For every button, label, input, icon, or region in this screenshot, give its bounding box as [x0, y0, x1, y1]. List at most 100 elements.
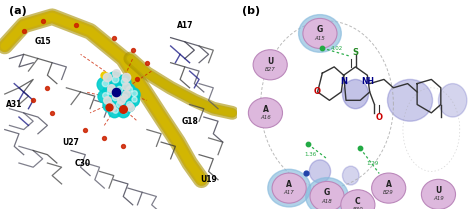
Point: [48, 111, 56, 115]
Circle shape: [421, 179, 456, 209]
Text: A16: A16: [260, 115, 271, 120]
Text: G: G: [324, 188, 330, 197]
Text: A: A: [263, 104, 268, 114]
Circle shape: [341, 190, 375, 209]
Text: N: N: [340, 77, 347, 86]
Point: [110, 36, 118, 39]
Point: [122, 92, 129, 96]
Text: G18: G18: [181, 117, 198, 126]
Point: [302, 172, 310, 175]
Point: [111, 108, 118, 112]
Point: [100, 74, 108, 77]
Point: [20, 30, 27, 33]
Point: [105, 105, 113, 108]
Point: [119, 80, 127, 83]
Point: [120, 108, 128, 112]
Point: [134, 78, 141, 81]
Point: [111, 96, 118, 99]
Point: [44, 86, 51, 89]
Ellipse shape: [342, 166, 359, 185]
Point: [105, 103, 113, 106]
Text: A31: A31: [6, 100, 22, 109]
Point: [119, 109, 127, 112]
Point: [124, 88, 132, 92]
Point: [119, 145, 127, 148]
Text: A: A: [386, 180, 392, 189]
Point: [356, 147, 364, 150]
Text: U19: U19: [200, 175, 217, 184]
Text: U: U: [435, 186, 442, 195]
Point: [117, 99, 125, 102]
Text: O: O: [376, 112, 383, 122]
Point: [108, 86, 115, 89]
Point: [122, 76, 129, 79]
Point: [122, 84, 129, 87]
Point: [112, 92, 120, 96]
Circle shape: [310, 181, 344, 209]
Point: [112, 90, 120, 94]
Point: [101, 81, 109, 84]
Point: [115, 103, 122, 106]
Text: S: S: [353, 48, 358, 57]
Point: [29, 99, 37, 102]
Circle shape: [372, 173, 406, 203]
Point: [103, 99, 110, 102]
Text: A19: A19: [433, 196, 444, 201]
Point: [129, 92, 137, 96]
Point: [129, 48, 137, 52]
Point: [39, 19, 46, 23]
Point: [125, 102, 133, 105]
Text: B29: B29: [383, 190, 394, 195]
Text: B27: B27: [265, 67, 275, 72]
Point: [100, 82, 108, 85]
Text: U: U: [267, 56, 273, 66]
Point: [106, 102, 114, 105]
Text: C: C: [355, 196, 361, 206]
Point: [111, 77, 118, 80]
Point: [119, 107, 127, 110]
Ellipse shape: [387, 79, 432, 121]
Text: 1.36: 1.36: [304, 152, 317, 157]
Text: A18: A18: [322, 199, 332, 204]
Text: B30: B30: [353, 207, 363, 209]
Point: [106, 89, 114, 93]
Text: A15: A15: [315, 36, 325, 41]
Point: [116, 87, 123, 91]
Point: [143, 61, 151, 64]
Point: [304, 143, 312, 146]
Point: [120, 96, 128, 99]
Circle shape: [306, 178, 348, 209]
Point: [319, 46, 326, 50]
Text: A17: A17: [284, 190, 294, 195]
Text: U27: U27: [63, 138, 80, 147]
Text: C30: C30: [75, 158, 91, 168]
Ellipse shape: [342, 79, 369, 109]
Point: [130, 98, 137, 101]
Point: [105, 90, 113, 94]
Ellipse shape: [309, 160, 331, 183]
Point: [72, 23, 80, 27]
Point: [110, 78, 118, 81]
Text: O: O: [314, 87, 321, 97]
Text: A17: A17: [177, 20, 193, 30]
Point: [108, 105, 115, 108]
Point: [101, 94, 109, 97]
Text: (b): (b): [242, 6, 260, 16]
Point: [116, 102, 123, 105]
Point: [110, 97, 118, 100]
Circle shape: [303, 18, 337, 48]
Point: [127, 105, 134, 108]
Text: G15: G15: [34, 37, 51, 46]
Circle shape: [272, 173, 306, 203]
Point: [129, 99, 137, 102]
Point: [100, 136, 108, 140]
Point: [100, 94, 108, 98]
Text: G: G: [317, 25, 323, 34]
Point: [103, 76, 110, 79]
Point: [130, 92, 137, 95]
Point: [112, 71, 120, 75]
Point: [120, 79, 128, 82]
Point: [115, 88, 122, 92]
Circle shape: [268, 169, 310, 207]
Circle shape: [248, 98, 283, 128]
